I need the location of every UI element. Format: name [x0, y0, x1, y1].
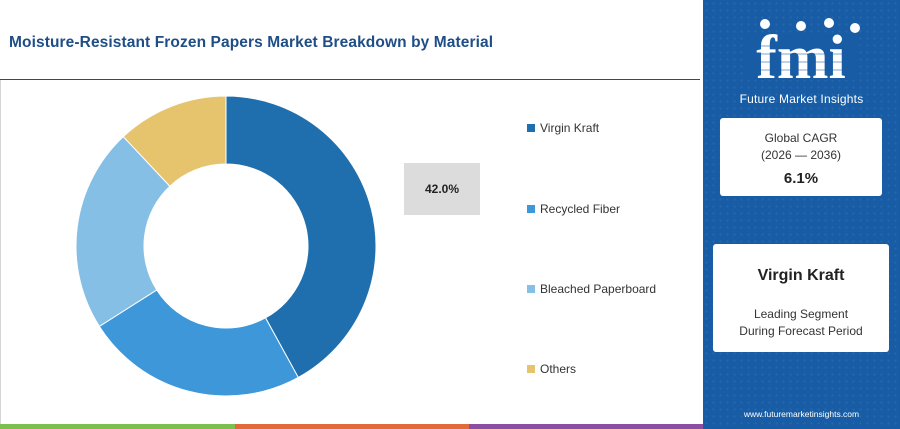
segment-name: Virgin Kraft [757, 267, 845, 284]
footer-stripe-orange [235, 424, 469, 429]
legend-label: Recycled Fiber [540, 202, 621, 216]
brand-name: Future Market Insights [739, 92, 864, 106]
legend-item-bleached-paperboard: Bleached Paperboard [527, 282, 656, 296]
fmi-logo-mark: fmi [743, 18, 863, 92]
svg-text:fmi: fmi [756, 24, 846, 86]
website-url: www.futuremarketinsights.com [743, 409, 860, 419]
cagr-value: 6.1% [783, 170, 819, 187]
legend-item-virgin-kraft: Virgin Kraft [527, 121, 599, 135]
legend-label: Others [540, 362, 577, 376]
legend-label: Virgin Kraft [540, 121, 600, 135]
fmi-logo: fmi Future Market Insights [703, 10, 900, 106]
donut-chart [75, 95, 377, 397]
leading-segment-card: Virgin Kraft Leading Segment During Fore… [713, 244, 889, 352]
title-divider [0, 79, 700, 80]
donut-slice-recycled-fiber [98, 289, 299, 397]
chart-panel: Moisture-Resistant Frozen Papers Market … [0, 34, 700, 424]
side-divider [0, 80, 1, 424]
footer-stripe-green [0, 424, 235, 429]
cagr-card: Global CAGR (2026 — 2036) 6.1% [720, 118, 882, 196]
legend-label: Bleached Paperboard [540, 282, 657, 296]
legend-item-recycled-fiber: Recycled Fiber [527, 202, 620, 216]
legend-item-others: Others [527, 362, 576, 376]
donut-slice-others [122, 95, 227, 187]
legend-swatch [527, 124, 535, 132]
cagr-label: Global CAGR [764, 131, 838, 145]
segment-caption-line1: Leading Segment [753, 307, 849, 321]
legend-swatch [527, 285, 535, 293]
chart-title: Moisture-Resistant Frozen Papers Market … [9, 34, 494, 51]
cagr-period: (2026 — 2036) [760, 148, 842, 162]
callout-label: 42.0% [404, 163, 480, 215]
donut-slice-virgin-kraft [225, 95, 377, 379]
footer-stripe-purple [469, 424, 703, 429]
segment-caption-line2: During Forecast Period [739, 324, 863, 338]
legend-swatch [527, 365, 535, 373]
info-panel: fmi Future Market Insights Global CAGR (… [703, 0, 900, 429]
legend-swatch [527, 205, 535, 213]
donut-slice-bleached-paperboard [75, 135, 171, 328]
